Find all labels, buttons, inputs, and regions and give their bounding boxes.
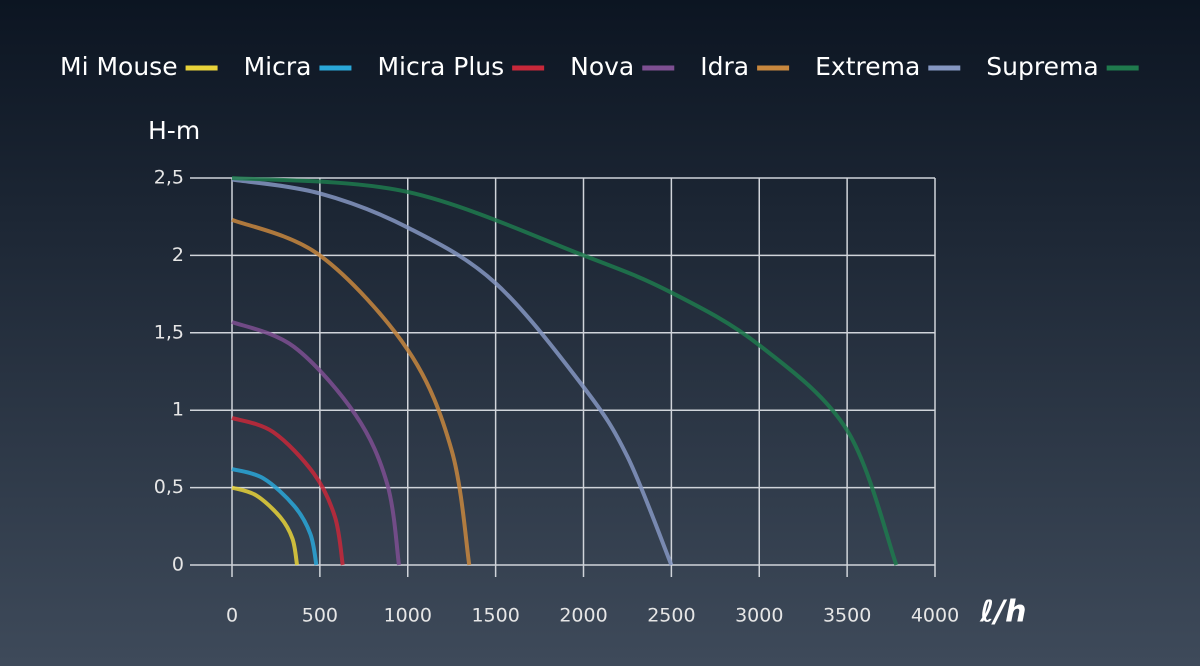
legend-label: Suprema xyxy=(986,52,1098,81)
curve xyxy=(231,320,401,566)
curve xyxy=(231,217,472,566)
y-tick-label: 1 xyxy=(172,399,184,421)
x-axis-label: ℓ/h xyxy=(979,595,1026,630)
curve xyxy=(231,176,899,566)
legend-label: Idra xyxy=(700,52,749,81)
legend-label: Extrema xyxy=(815,52,920,81)
x-tick-label: 1500 xyxy=(471,605,519,627)
x-tick-label: 1000 xyxy=(384,605,432,627)
legend-label: Micra Plus xyxy=(377,52,504,81)
curve xyxy=(231,416,345,566)
x-tick-label: 500 xyxy=(302,605,338,627)
x-tick-label: 4000 xyxy=(911,605,959,627)
y-axis-label: H-m xyxy=(148,116,200,145)
grid: 0 0,5 1 1,5 2 2,5 0 500 1000 1500 2000 2500 3000 3500… xyxy=(154,167,959,627)
y-tick-label: 2 xyxy=(172,244,184,266)
y-tick-label: 2,5 xyxy=(154,167,184,189)
curve xyxy=(231,467,319,566)
x-tick-label: 2500 xyxy=(647,605,695,627)
legend-label: Micra xyxy=(244,52,312,81)
y-tick-label: 0 xyxy=(172,554,184,576)
x-tick-label: 3000 xyxy=(735,605,783,627)
x-tick-label: 2000 xyxy=(559,605,607,627)
curve xyxy=(231,485,300,566)
legend-label: Nova xyxy=(570,52,634,81)
x-tick-label: 0 xyxy=(226,605,238,627)
legend: Mi Mouse Micra Micra Plus Nova Idra Extrema Su… xyxy=(60,52,1139,81)
curves xyxy=(231,176,899,566)
y-tick-label: 1,5 xyxy=(154,321,184,343)
curve xyxy=(231,177,674,566)
legend-label: Mi Mouse xyxy=(60,52,178,81)
y-tick-label: 0,5 xyxy=(154,476,184,498)
x-tick-label: 3500 xyxy=(823,605,871,627)
